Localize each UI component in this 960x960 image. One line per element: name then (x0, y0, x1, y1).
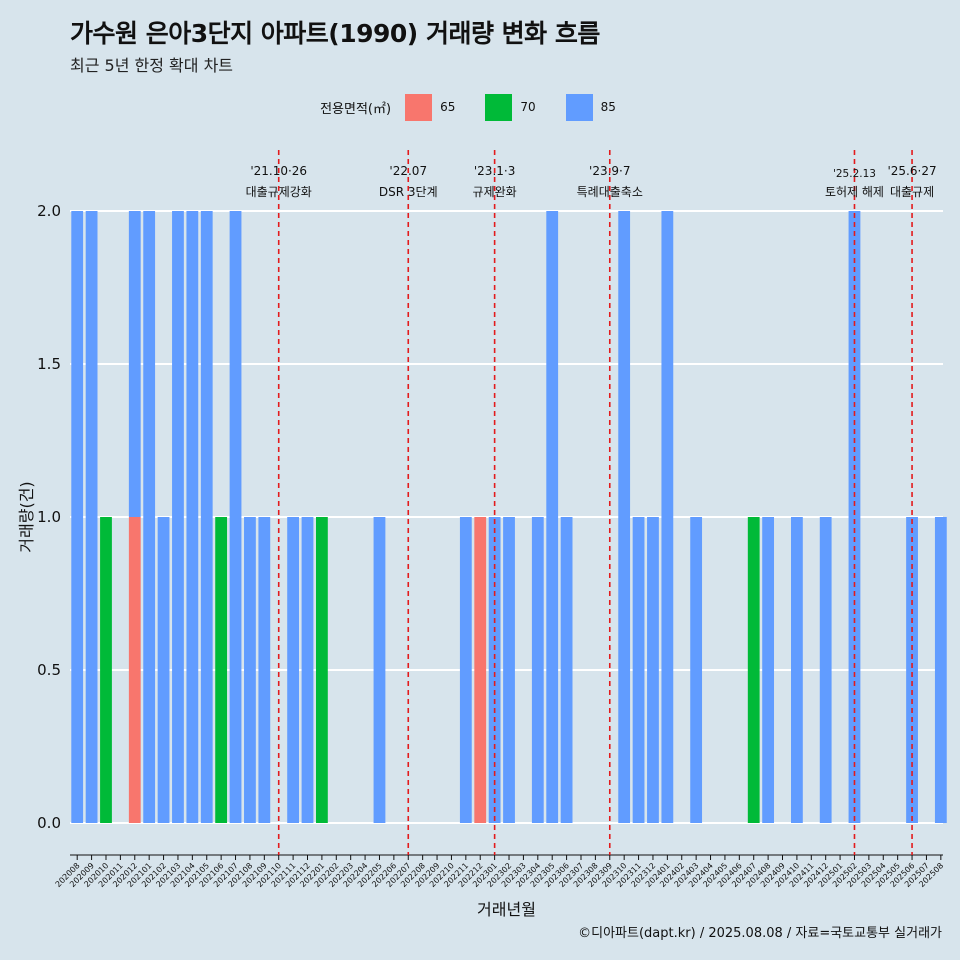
bar-85-202412 (819, 517, 832, 823)
bar-85-202311 (632, 517, 645, 823)
bar-85-202403 (690, 517, 703, 823)
bar-70-202106 (215, 517, 228, 823)
annotation-label: 토허제 해제 (825, 185, 884, 199)
bar-65-202212 (474, 517, 487, 823)
bar-85-202408 (762, 517, 775, 823)
bar-85-202205 (373, 517, 386, 823)
bar-85-202306 (560, 517, 573, 823)
legend-swatch-65 (405, 93, 433, 121)
bar-85-202102 (157, 517, 170, 823)
bar-85-202101 (143, 211, 156, 823)
legend-label-70: 70 (520, 100, 536, 114)
y-tick-label: 2.0 (37, 202, 61, 220)
bar-65-202012 (128, 517, 141, 823)
source-caption: ©디아파트(dapt.kr) / 2025.08.08 / 자료=국토교통부 실… (578, 926, 942, 941)
annotation-date: '21.10·26 (250, 164, 307, 178)
bar-85-202112 (301, 517, 314, 823)
annotation-date: '25.2.13 (833, 168, 876, 180)
annotation-label: 대출규제강화 (246, 185, 312, 199)
chart-title: 가수원 은아3단지 아파트(1990) 거래량 변화 흐름 (70, 19, 600, 48)
bar-70-202201 (315, 517, 328, 823)
annotation-date: '23.1·3 (474, 164, 515, 178)
legend: 전용면적(㎡) 65 70 85 (0, 92, 960, 122)
bar-85-202109 (258, 517, 271, 823)
bar-85-202103 (172, 211, 184, 823)
legend-item-70: 70 (485, 93, 559, 121)
bar-85-202401 (661, 211, 674, 823)
bar-85-202410 (790, 517, 803, 823)
bar-85-202508 (934, 517, 947, 823)
bar-85-202104 (186, 211, 199, 823)
annotation-label: 대출규제 (890, 185, 934, 199)
legend-item-85: 85 (565, 93, 640, 121)
annotation-label: DSR 3단계 (379, 185, 438, 199)
bar-85-202506 (906, 517, 918, 823)
bar-85-202111 (287, 517, 300, 823)
annotation-date: '25.6·27 (887, 164, 936, 178)
legend-swatch-70 (485, 93, 513, 121)
bar-85-202310 (618, 211, 631, 823)
bar-85-202107 (229, 211, 242, 823)
bar-85-202012 (128, 211, 141, 517)
bar-85-202304 (531, 517, 544, 823)
y-tick-label: 1.5 (37, 355, 61, 373)
bar-85-202108 (244, 517, 256, 823)
annotation-label: 규제완화 (473, 185, 517, 199)
bar-85-202301 (488, 517, 501, 823)
chart-subtitle: 최근 5년 한정 확대 차트 (70, 56, 234, 75)
bar-85-202305 (546, 211, 559, 823)
bar-85-202312 (647, 517, 659, 823)
y-tick-label: 0.5 (37, 661, 61, 679)
x-axis-title: 거래년월 (477, 900, 536, 919)
bar-85-202502 (848, 211, 861, 823)
legend-item-65: 65 (405, 93, 479, 121)
y-tick-label: 0.0 (37, 814, 61, 832)
legend-label-65: 65 (440, 100, 456, 114)
bar-70-202010 (100, 517, 112, 823)
annotation-label: 특례대출축소 (577, 185, 643, 199)
annotation-date: '23.9·7 (589, 164, 630, 178)
legend-swatch-85 (565, 93, 593, 121)
bar-85-202105 (200, 211, 213, 823)
legend-title: 전용면적(㎡) (320, 101, 392, 117)
y-axis-title: 거래량(건) (17, 481, 36, 552)
y-tick-label: 1.0 (37, 508, 61, 526)
bar-85-202302 (503, 517, 515, 823)
bar-70-202407 (747, 517, 760, 823)
bar-85-202008 (71, 211, 84, 823)
annotation-date: '22.07 (389, 164, 427, 178)
bar-85-202211 (459, 517, 472, 823)
legend-label-85: 85 (600, 100, 616, 114)
bar-85-202009 (85, 211, 98, 823)
